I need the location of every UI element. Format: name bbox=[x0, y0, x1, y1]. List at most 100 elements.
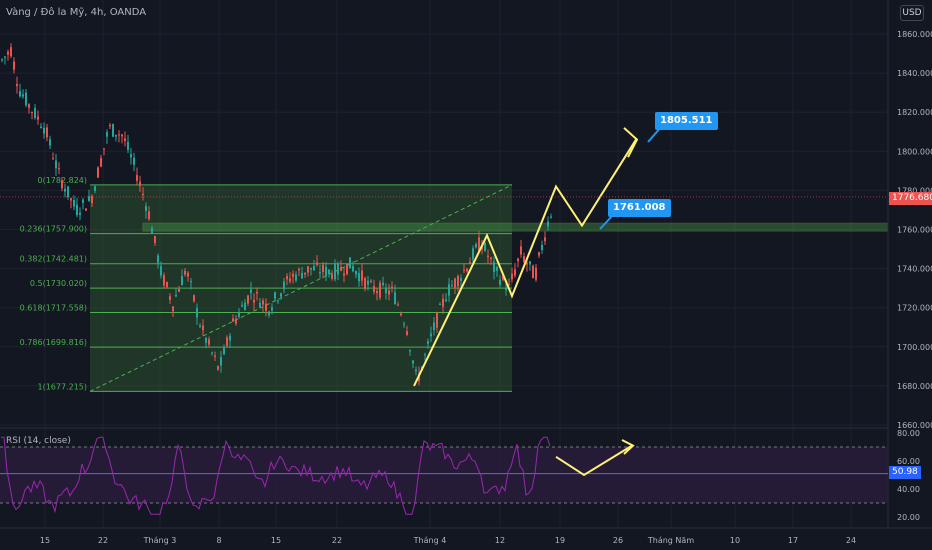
candle-body bbox=[403, 323, 405, 325]
target-high-callout[interactable]: 1805.511 bbox=[655, 112, 718, 130]
candle-body bbox=[412, 360, 414, 364]
candle-body bbox=[475, 244, 477, 248]
candle-body bbox=[397, 304, 399, 306]
candle-body bbox=[196, 308, 198, 318]
candle-body bbox=[466, 268, 468, 272]
price-axis-bg bbox=[888, 0, 932, 550]
fib-level-label: 0.5(1730.020) bbox=[30, 279, 87, 288]
candle-body bbox=[280, 293, 282, 297]
candle-body bbox=[346, 264, 348, 275]
candle-body bbox=[13, 61, 15, 70]
resistance-zone bbox=[142, 222, 889, 232]
time-tick-label: 26 bbox=[613, 536, 623, 545]
candle-body bbox=[469, 261, 471, 264]
candle-body bbox=[133, 157, 135, 165]
time-tick-label: 24 bbox=[846, 536, 856, 545]
candle-body bbox=[358, 273, 360, 282]
candle-body bbox=[484, 242, 486, 251]
candle-body bbox=[376, 290, 378, 294]
candle-body bbox=[316, 262, 318, 265]
rsi-tick-label: 40.00 bbox=[897, 485, 920, 494]
fib-level-label: 0.618(1717.558) bbox=[20, 303, 87, 312]
candle-body bbox=[268, 311, 270, 316]
candle-body bbox=[4, 56, 6, 58]
time-tick-label: 15 bbox=[40, 536, 50, 545]
candle-body bbox=[199, 325, 201, 327]
candle-body bbox=[460, 277, 462, 281]
candle-body bbox=[490, 257, 492, 260]
candle-body bbox=[277, 300, 279, 302]
candle-body bbox=[436, 312, 438, 328]
candle-body bbox=[319, 271, 321, 274]
candle-body bbox=[370, 280, 372, 282]
target-low-callout[interactable]: 1761.008 bbox=[608, 199, 671, 217]
time-tick-label: 8 bbox=[216, 536, 221, 545]
fib-level-label: 0.382(1742.481) bbox=[20, 255, 87, 264]
candle-body bbox=[67, 186, 69, 198]
candle-body bbox=[385, 287, 387, 294]
candle-body bbox=[73, 199, 75, 207]
candle-body bbox=[79, 212, 81, 215]
candle-body bbox=[289, 278, 291, 282]
candle-body bbox=[307, 266, 309, 273]
candle-body bbox=[328, 269, 330, 275]
candle-body bbox=[172, 306, 174, 312]
candle-body bbox=[496, 266, 498, 271]
candle-body bbox=[214, 355, 216, 357]
candle-body bbox=[442, 298, 444, 307]
price-tick-label: 1780.000 bbox=[897, 186, 932, 195]
candle-body bbox=[517, 258, 519, 262]
candle-body bbox=[31, 112, 33, 114]
rsi-tick-label: 20.00 bbox=[897, 513, 920, 522]
rsi-tick-label: 80.00 bbox=[897, 429, 920, 438]
candle-body bbox=[520, 246, 522, 255]
candle-body bbox=[208, 339, 210, 345]
candle-body bbox=[25, 92, 27, 106]
candle-body bbox=[1, 59, 3, 61]
candle-body bbox=[286, 275, 288, 280]
candle-body bbox=[181, 275, 183, 286]
candle-body bbox=[115, 134, 117, 137]
price-tick-label: 1680.000 bbox=[897, 382, 932, 391]
candle-body bbox=[91, 196, 93, 204]
currency-button[interactable]: USD bbox=[900, 5, 924, 21]
candle-body bbox=[202, 325, 204, 331]
price-tick-label: 1840.000 bbox=[897, 69, 932, 78]
candle-body bbox=[76, 204, 78, 216]
candle-body bbox=[232, 318, 234, 322]
candle-body bbox=[514, 269, 516, 276]
time-tick-label: Tháng Năm bbox=[647, 536, 694, 545]
candle-body bbox=[472, 248, 474, 260]
candle-body bbox=[163, 275, 165, 286]
candle-body bbox=[151, 228, 153, 234]
candle-body bbox=[271, 307, 273, 311]
candle-body bbox=[157, 255, 159, 263]
candle-body bbox=[193, 295, 195, 302]
candle-body bbox=[427, 341, 429, 344]
candle-body bbox=[445, 299, 447, 302]
candle-body bbox=[34, 107, 36, 118]
candle-body bbox=[124, 138, 126, 142]
price-tick-label: 1800.000 bbox=[897, 147, 932, 156]
candle-body bbox=[187, 272, 189, 277]
candle-body bbox=[508, 283, 510, 285]
candle-body bbox=[85, 208, 87, 211]
candle-body bbox=[88, 196, 90, 201]
candle-body bbox=[235, 318, 237, 324]
candle-body bbox=[244, 302, 246, 311]
candle-body bbox=[136, 175, 138, 181]
candle-body bbox=[106, 132, 108, 137]
candle-body bbox=[127, 141, 129, 150]
candle-body bbox=[205, 337, 207, 343]
candle-body bbox=[454, 278, 456, 288]
price-tick-label: 1700.000 bbox=[897, 343, 932, 352]
price-tick-label: 1660.000 bbox=[897, 421, 932, 430]
candle-body bbox=[394, 292, 396, 305]
candle-body bbox=[439, 304, 441, 306]
candle-body bbox=[58, 168, 60, 170]
candle-body bbox=[241, 305, 243, 307]
candle-body bbox=[526, 263, 528, 265]
time-tick-label: 15 bbox=[271, 536, 281, 545]
candle-body bbox=[118, 134, 120, 136]
